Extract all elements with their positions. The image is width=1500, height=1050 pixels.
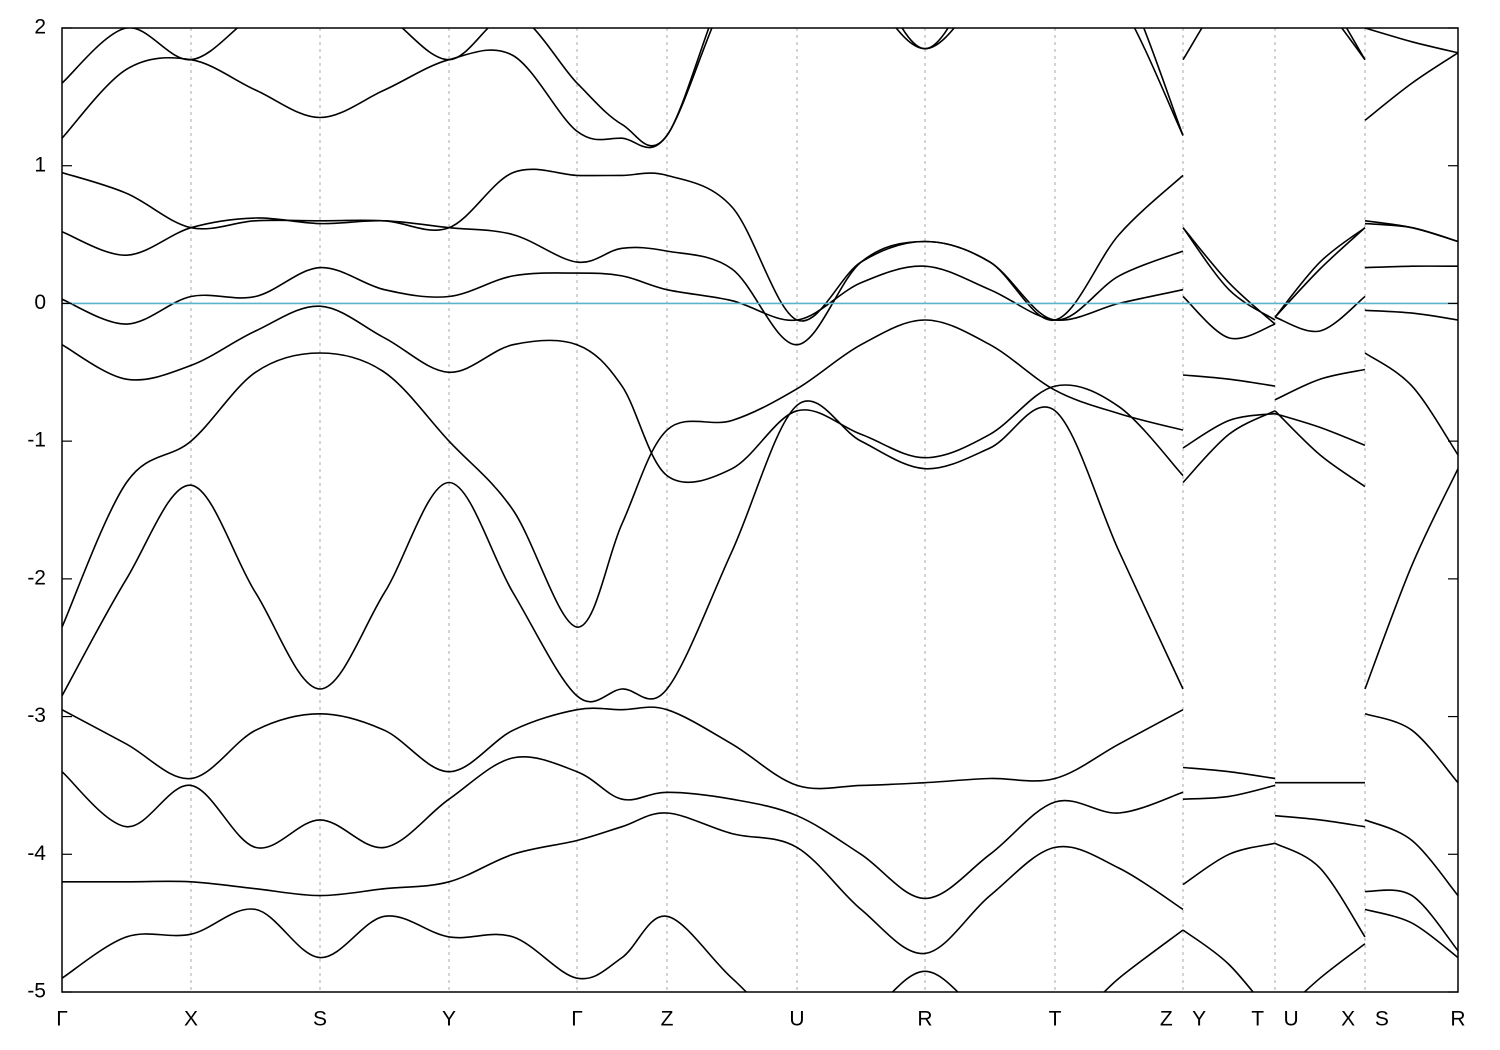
x-tick-label: Y (442, 1008, 456, 1031)
x-tick-label: Z (661, 1008, 674, 1031)
x-tick-label: U (789, 1008, 804, 1031)
band-line (62, 756, 1458, 900)
band-line (62, 908, 1458, 992)
y-tick-label: 0 (34, 291, 46, 314)
y-tick-label: 2 (34, 16, 46, 39)
y-tick-label: -1 (27, 429, 46, 452)
band-line (62, 400, 1458, 703)
band-line (62, 28, 1458, 147)
band-line (62, 265, 1458, 340)
bands (62, 28, 1458, 992)
y-tick-label: 1 (34, 153, 46, 176)
x-tick-label: X S (1341, 1008, 1389, 1031)
band-line (62, 168, 1458, 322)
x-tick-label: R (917, 1008, 932, 1031)
x-tick-label: Γ (56, 1008, 68, 1031)
y-tick-label: -2 (27, 566, 46, 589)
band-line (62, 217, 1458, 346)
x-tick-label: Γ (571, 1008, 583, 1031)
x-tick-label: X (184, 1008, 198, 1031)
y-tick-label: -3 (27, 704, 46, 727)
x-tick-label: R (1450, 1008, 1465, 1031)
x-tick-label: T U (1251, 1008, 1298, 1031)
x-tick-label: S (313, 1008, 327, 1031)
band-line (62, 706, 1458, 790)
plot-frame (61, 27, 1459, 993)
x-tick-label: Z Y (1160, 1008, 1206, 1031)
band-line (62, 28, 1458, 149)
band-line (62, 812, 1458, 955)
y-tick-label: -4 (27, 842, 46, 865)
band-line (62, 305, 1458, 484)
x-tick-label: T (1049, 1008, 1062, 1031)
band-line (62, 319, 1458, 628)
y-tick-label: -5 (27, 980, 46, 1003)
